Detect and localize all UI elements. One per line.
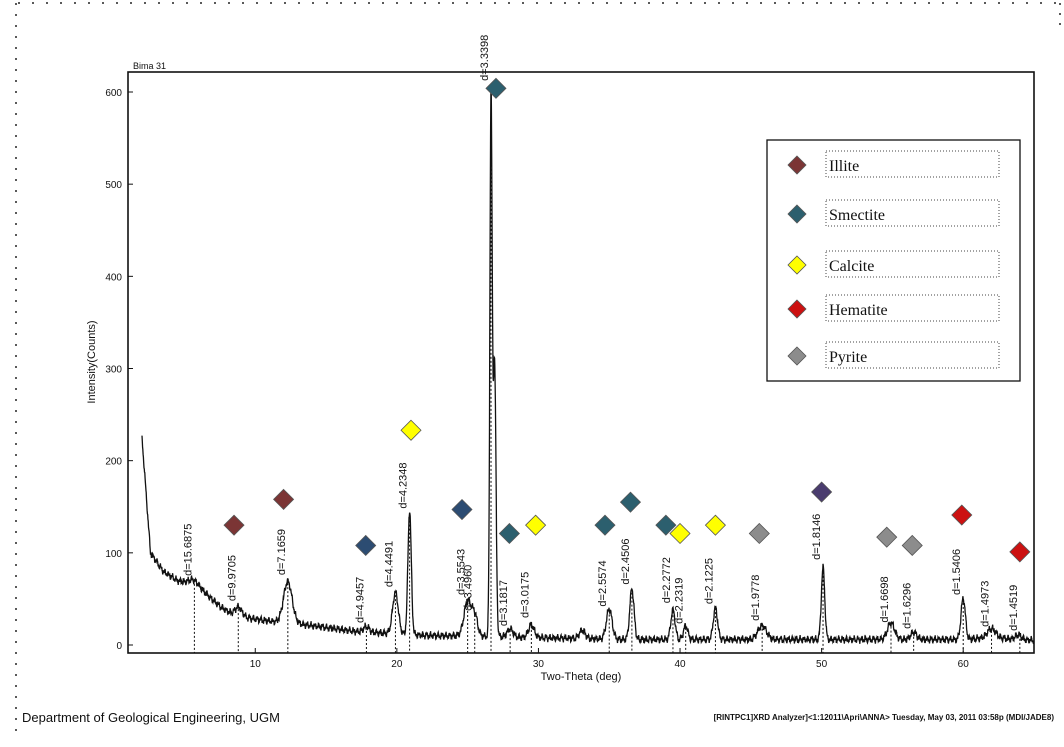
- phase-marker-calcite: [704, 514, 726, 536]
- y-tick-label: 400: [105, 272, 122, 283]
- legend-label-box: [825, 250, 1000, 278]
- d-spacing-label: d=7.1659: [276, 529, 288, 575]
- phase-marker-pyrite: [876, 526, 898, 548]
- x-tick-label: 40: [674, 659, 686, 670]
- xrd-pattern-line: [141, 85, 1035, 645]
- phase-marker-calcite: [400, 419, 422, 441]
- phase-marker-smectite: [655, 514, 677, 536]
- legend-box: [766, 139, 1021, 382]
- d-spacing-label: d=3.3398: [479, 35, 491, 81]
- d-spacing-label: d=3.5543: [456, 549, 468, 595]
- d-spacing-label: d=3.1817: [498, 580, 510, 626]
- y-axis: 0 100 200 300 400 500 600: [105, 88, 133, 652]
- phase-marker-smectite: [498, 522, 520, 545]
- d-spacing-label: d=3.0175: [519, 572, 531, 618]
- phase-marker-smectite: [485, 77, 507, 99]
- legend-marker-pyrite-icon: [787, 346, 807, 366]
- phase-markers: [223, 77, 1031, 563]
- legend-label-illite: Illite: [829, 158, 859, 175]
- plot-frame: [127, 71, 1035, 654]
- y-tick-label: 600: [105, 88, 122, 99]
- legend-marker-hematite-icon: [787, 299, 807, 319]
- footer-software-info: [RINTPC1]XRD Analyzer]<1:12011\Apri\ANNA…: [713, 713, 1054, 722]
- phase-marker-pyrite: [901, 534, 923, 557]
- legend-label-box: [825, 150, 1000, 178]
- d-spacing-label: d=1.8146: [811, 514, 823, 560]
- legend: Illite Smectite Calcite Hematite Pyrite: [766, 139, 1021, 382]
- phase-marker-smectite: [811, 481, 833, 503]
- y-tick-label: 200: [105, 457, 122, 468]
- phase-marker-smectite: [594, 514, 616, 536]
- d-spacing-label: d=2.1225: [703, 558, 715, 604]
- d-spacing-label: d=3.4960: [463, 565, 475, 611]
- x-tick-label: 30: [533, 659, 545, 670]
- legend-label-box: [825, 341, 1000, 369]
- d-spacing-label: d=4.4491: [383, 541, 395, 587]
- x-tick-label: 60: [958, 659, 970, 670]
- d-spacing-labels: d=15.6875 d=9.9705 d=7.1659 d=4.9457 d=4.449…: [182, 35, 1019, 631]
- phase-marker-illite: [223, 514, 245, 536]
- d-spacing-label: d=1.9778: [750, 575, 762, 621]
- legend-marker-calcite-icon: [787, 255, 807, 275]
- phase-marker-hematite: [1009, 541, 1031, 563]
- legend-label-box: [825, 294, 1000, 322]
- x-tick-label: 20: [391, 659, 403, 670]
- y-tick-label: 500: [105, 180, 122, 191]
- y-tick-label: 100: [105, 549, 122, 560]
- d-spacing-label: d=2.2319: [674, 578, 686, 624]
- x-tick-label: 50: [816, 659, 828, 670]
- legend-label-box: [825, 199, 1000, 227]
- x-tick-label: 10: [250, 659, 262, 670]
- d-spacing-label: d=1.4973: [980, 581, 992, 627]
- x-axis-label: Two-Theta (deg): [541, 671, 622, 683]
- d-spacing-label: d=2.5574: [597, 560, 609, 606]
- d-spacing-label: d=4.9457: [354, 577, 366, 623]
- footer-department: Department of Geological Engineering, UG…: [22, 710, 280, 725]
- d-spacing-guides: [193, 84, 1021, 653]
- d-spacing-label: d=1.4519: [1008, 585, 1020, 631]
- d-spacing-label: d=1.6698: [879, 576, 891, 622]
- y-tick-label: 300: [105, 365, 122, 376]
- d-spacing-label: d=1.6296: [902, 583, 914, 629]
- x-axis: 10 20 30 40 50 60: [250, 648, 969, 670]
- phase-marker-calcite: [669, 522, 691, 545]
- legend-marker-smectite-icon: [787, 204, 807, 224]
- d-spacing-label: d=2.4506: [620, 538, 632, 584]
- y-axis-label: Intensity(Counts): [86, 320, 98, 403]
- phase-marker-calcite: [525, 514, 547, 536]
- phase-marker-illite: [273, 488, 295, 510]
- phase-marker-smectite: [451, 498, 473, 521]
- legend-label-hematite: Hematite: [829, 302, 888, 319]
- d-spacing-label: d=9.9705: [226, 555, 238, 601]
- phase-marker-hematite: [951, 504, 973, 526]
- phase-marker-smectite: [619, 491, 642, 513]
- legend-marker-illite-icon: [787, 155, 807, 175]
- legend-label-smectite: Smectite: [829, 207, 885, 224]
- legend-label-calcite: Calcite: [829, 258, 874, 275]
- y-tick-label: 0: [116, 641, 122, 652]
- sample-label: Bima 31: [133, 61, 167, 71]
- d-spacing-label: d=2.2772: [661, 557, 673, 603]
- d-spacing-label: d=15.6875: [182, 524, 194, 576]
- legend-label-pyrite: Pyrite: [829, 349, 867, 366]
- d-spacing-label: d=1.5406: [951, 549, 963, 595]
- d-spacing-label: d=4.2348: [398, 462, 410, 508]
- phase-marker-pyrite: [748, 522, 770, 545]
- phase-marker-smectite: [355, 534, 377, 557]
